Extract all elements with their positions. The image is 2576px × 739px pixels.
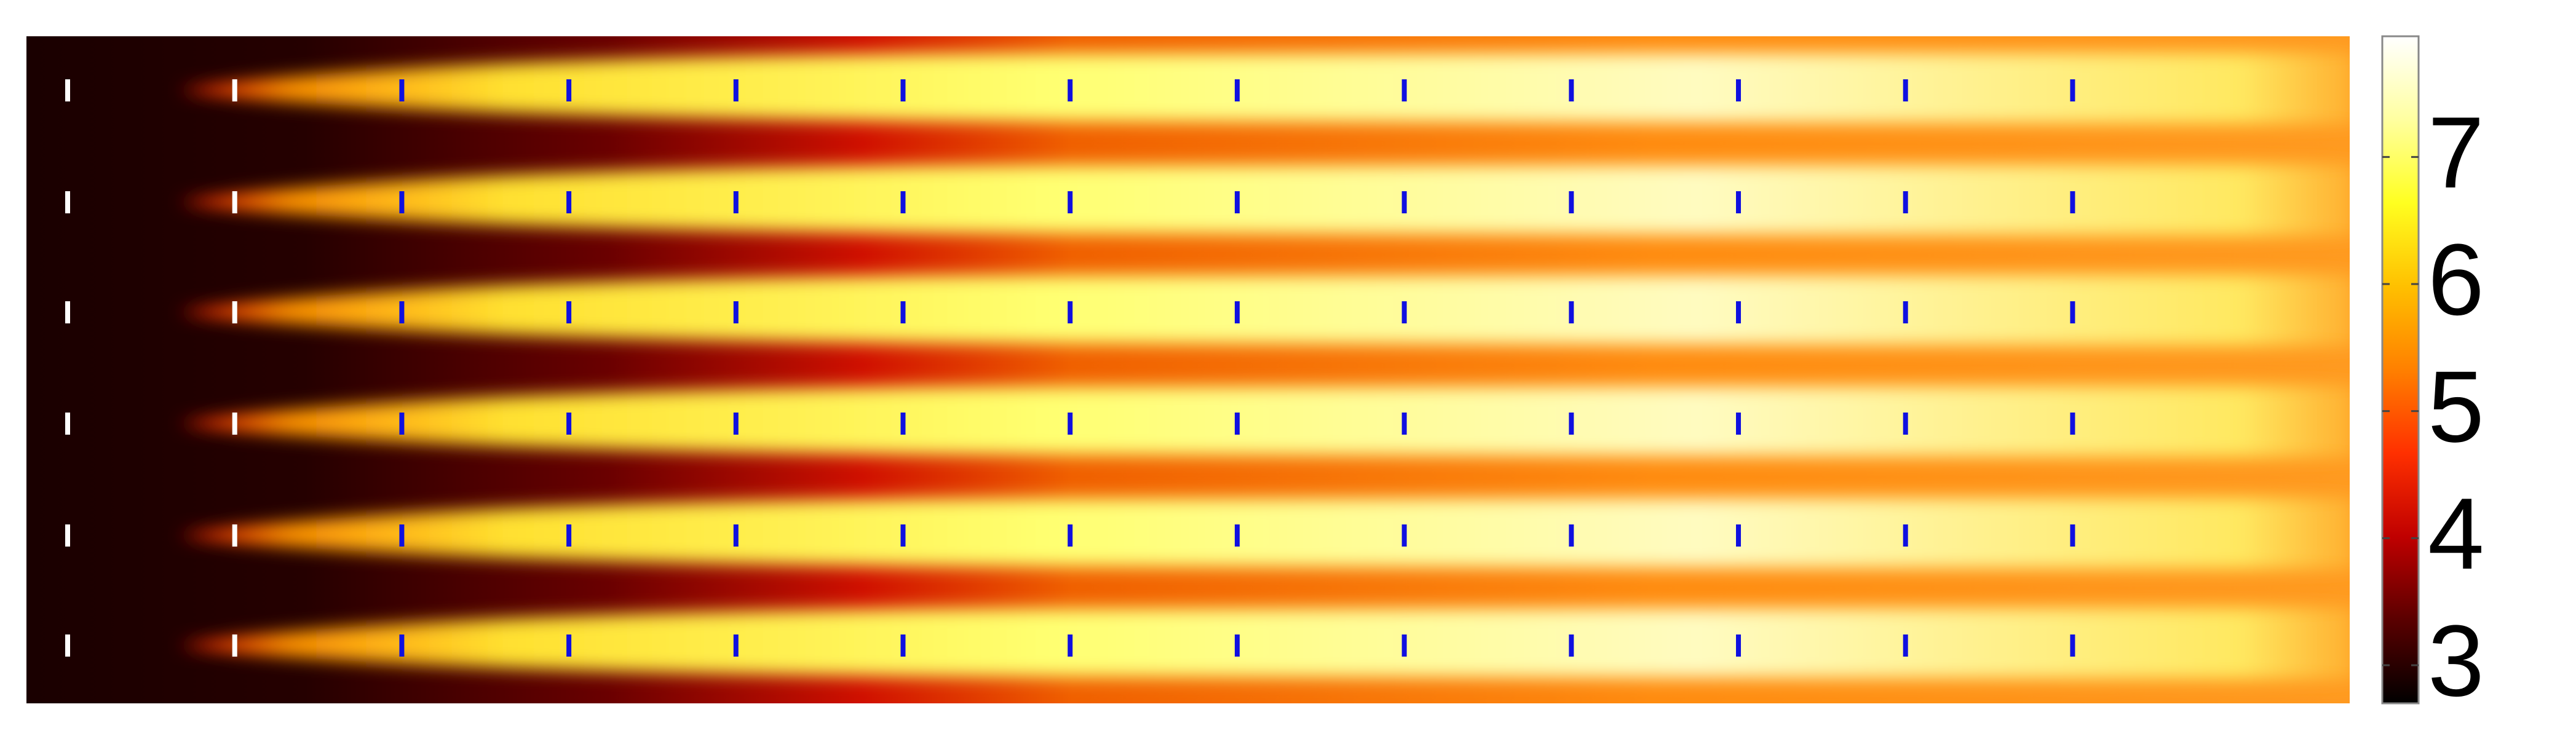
marker [232,301,237,323]
marker [2070,413,2075,435]
marker [2070,301,2075,323]
marker [566,524,572,547]
marker [1234,524,1240,547]
marker [2070,524,2075,547]
jets [178,52,2350,679]
marker [399,524,405,547]
jet [178,52,2350,124]
colorbar-ticks: 3 4 5 6 7 [2382,96,2484,717]
marker [1234,79,1240,101]
marker [566,301,572,323]
marker [1068,191,1073,213]
marker [2070,191,2075,213]
marker [1736,191,1741,213]
marker [1401,634,1407,657]
marker [65,413,70,435]
marker [1234,301,1240,323]
colorbar-tick-label: 3 [2428,604,2484,717]
marker [1903,524,1908,547]
marker [1903,413,1908,435]
marker [399,79,405,101]
marker [733,413,739,435]
marker [1234,413,1240,435]
marker [1736,301,1741,323]
marker [1401,79,1407,101]
marker [900,79,906,101]
marker [1234,191,1240,213]
marker [399,634,405,657]
marker [1569,191,1574,213]
marker [1068,634,1073,657]
marker [1401,191,1407,213]
marker [399,301,405,323]
marker [566,634,572,657]
marker [1234,634,1240,657]
marker [2070,79,2075,101]
marker [1736,634,1741,657]
marker [65,301,70,323]
marker [733,191,739,213]
marker [1401,524,1407,547]
marker [1068,413,1073,435]
marker [733,634,739,657]
marker [65,79,70,101]
marker [1068,301,1073,323]
colorbar [2381,35,2420,705]
marker [232,634,237,657]
jet [178,385,2350,457]
colorbar-tick-label: 4 [2428,477,2484,590]
marker [1736,413,1741,435]
jet [178,497,2350,569]
colorbar-tick-label: 7 [2428,96,2484,209]
marker [566,79,572,101]
marker [399,191,405,213]
marker [1569,634,1574,657]
marker [900,634,906,657]
marker [232,524,237,547]
marker [900,191,906,213]
jet [178,164,2350,236]
marker [900,524,906,547]
jet [178,607,2350,679]
marker [566,413,572,435]
marker [1569,79,1574,101]
marker [1068,524,1073,547]
marker [900,301,906,323]
marker [1903,191,1908,213]
marker [232,413,237,435]
marker [232,79,237,101]
marker [1736,524,1741,547]
marker [1903,301,1908,323]
marker [65,524,70,547]
sensor-markers [65,79,2075,657]
marker [399,413,405,435]
marker [1569,301,1574,323]
marker [1068,79,1073,101]
marker [900,413,906,435]
marker [65,191,70,213]
marker [1569,413,1574,435]
marker [1903,634,1908,657]
marker [1569,524,1574,547]
colorbar-tick-label: 5 [2428,350,2484,463]
marker [733,301,739,323]
colorbar-tick-label: 6 [2428,223,2484,336]
jet [178,274,2350,346]
marker [733,524,739,547]
marker [566,191,572,213]
marker [1401,301,1407,323]
marker [65,634,70,657]
marker [232,191,237,213]
marker [2070,634,2075,657]
marker [1736,79,1741,101]
heatmap-field [26,36,2350,703]
heatmap-background [26,36,2350,703]
marker [1401,413,1407,435]
marker [1903,79,1908,101]
marker [733,79,739,101]
